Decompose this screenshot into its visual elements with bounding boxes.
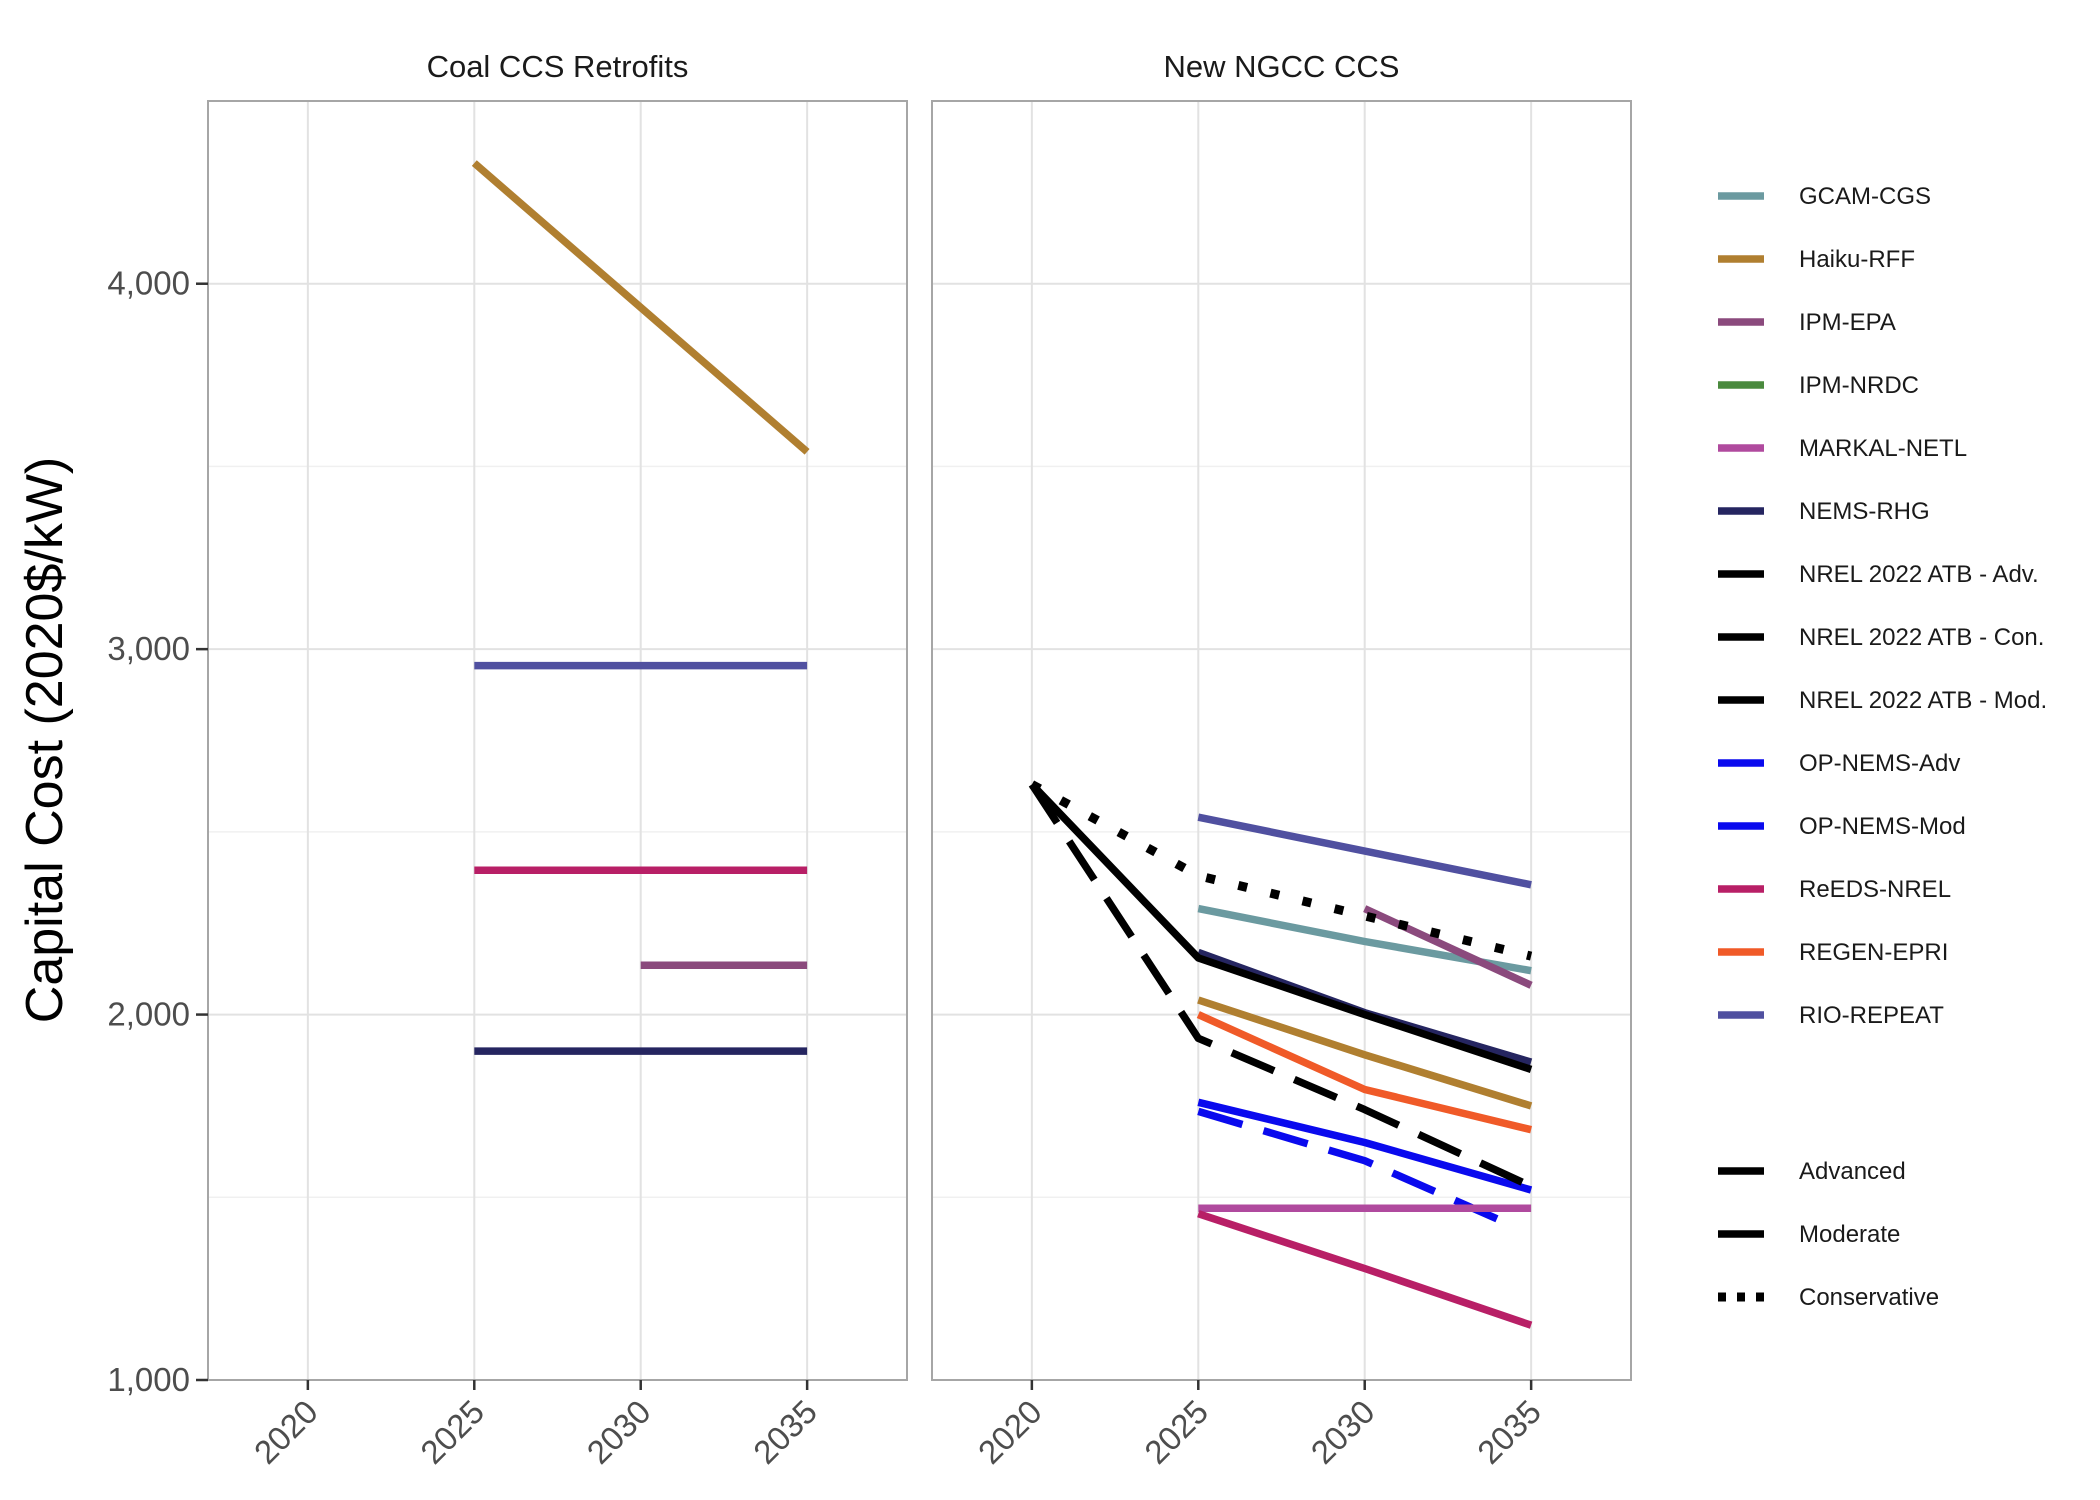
y-axis-title: Capital Cost (2020$/kW) (16, 457, 74, 1023)
y-tick-label: 3,000 (107, 630, 190, 667)
legend-label: ReEDS-NREL (1799, 876, 1951, 903)
legend-linetype-item: Conservative (1718, 1284, 1939, 1311)
legend-label: Advanced (1799, 1158, 1906, 1185)
facet-title: Coal CCS Retrofits (427, 49, 689, 84)
legend-label: NREL 2022 ATB - Mod. (1799, 687, 2047, 714)
legend-item: NREL 2022 ATB - Mod. (1718, 687, 2047, 714)
panel-border (207, 100, 908, 1381)
x-tick-label: 2035 (1470, 1393, 1548, 1471)
legend-item: MARKAL-NETL (1718, 435, 1967, 462)
panel-background (208, 101, 907, 1380)
series-line-ipm-epa (1363, 905, 1533, 989)
legend: GCAM-CGS Haiku-RFF IPM-EPA IPM-NRDC MARKAL-N… (1718, 183, 2047, 1311)
x-tick-label: 2030 (580, 1393, 658, 1471)
facet-0: Coal CCS Retrofits 2020 2025 2030 2035 (207, 49, 908, 1471)
legend-linetype-item: Moderate (1718, 1221, 1900, 1248)
x-tick-label: 2025 (1137, 1393, 1215, 1471)
series-line-regen-epri (1196, 1011, 1532, 1134)
panel-border (931, 100, 1632, 1381)
legend-item: NEMS-RHG (1718, 498, 1930, 525)
series-line-nrel-2022-atb-mod (1029, 781, 1533, 1073)
series-line-reeds-nrel (1197, 1210, 1533, 1329)
legend-item: REGEN-EPRI (1718, 939, 1948, 966)
legend-item: GCAM-CGS (1718, 183, 1931, 210)
legend-label: NEMS-RHG (1799, 498, 1930, 525)
y-tick-label: 2,000 (107, 996, 190, 1033)
x-tick-label: 2020 (247, 1393, 325, 1471)
legend-label: IPM-EPA (1799, 309, 1896, 336)
legend-label: IPM-NRDC (1799, 372, 1919, 399)
x-tick-label: 2030 (1304, 1393, 1382, 1471)
legend-label: REGEN-EPRI (1799, 939, 1948, 966)
series-line-op-nems-adv (1197, 1098, 1533, 1194)
x-tick-label: 2035 (746, 1393, 824, 1471)
legend-label: Conservative (1799, 1284, 1939, 1311)
series-line-op-nems-mod (1197, 1107, 1500, 1223)
series-line-nrel-2022-atb-adv (1028, 782, 1533, 1190)
legend-label: OP-NEMS-Adv (1799, 750, 1960, 777)
legend-item: NREL 2022 ATB - Adv. (1718, 561, 2039, 588)
legend-item: NREL 2022 ATB - Con. (1718, 624, 2044, 651)
legend-item: OP-NEMS-Adv (1718, 750, 1960, 777)
legend-label: Moderate (1799, 1221, 1900, 1248)
legend-item: IPM-EPA (1718, 309, 1896, 336)
legend-item: IPM-NRDC (1718, 372, 1919, 399)
legend-label: NREL 2022 ATB - Con. (1799, 624, 2044, 651)
panel-background (932, 101, 1631, 1380)
legend-label: NREL 2022 ATB - Adv. (1799, 561, 2039, 588)
legend-item: RIO-REPEAT (1718, 1002, 1944, 1029)
legend-item: ReEDS-NREL (1718, 876, 1951, 903)
x-tick-label: 2020 (971, 1393, 1049, 1471)
legend-item: Haiku-RFF (1718, 246, 1915, 273)
y-tick-label: 1,000 (107, 1361, 190, 1398)
x-tick-label: 2025 (413, 1393, 491, 1471)
series-line-haiku-rff (1197, 996, 1533, 1110)
series-line-haiku-rff (471, 160, 810, 455)
legend-linetype-item: Advanced (1718, 1158, 1906, 1185)
facet-title: New NGCC CCS (1164, 49, 1400, 84)
legend-item: OP-NEMS-Mod (1718, 813, 1966, 840)
y-tick-label: 4,000 (107, 265, 190, 302)
legend-label: GCAM-CGS (1799, 183, 1931, 210)
legend-label: Haiku-RFF (1799, 246, 1915, 273)
facet-1: New NGCC CCS 2020 2025 2030 2035 (931, 49, 1632, 1471)
series-line-rio-repeat (1197, 813, 1532, 889)
y-axis: 1,000 2,000 3,000 4,000 (107, 265, 208, 1398)
legend-label: RIO-REPEAT (1799, 1002, 1944, 1029)
legend-label: MARKAL-NETL (1799, 435, 1967, 462)
legend-label: OP-NEMS-Mod (1799, 813, 1966, 840)
